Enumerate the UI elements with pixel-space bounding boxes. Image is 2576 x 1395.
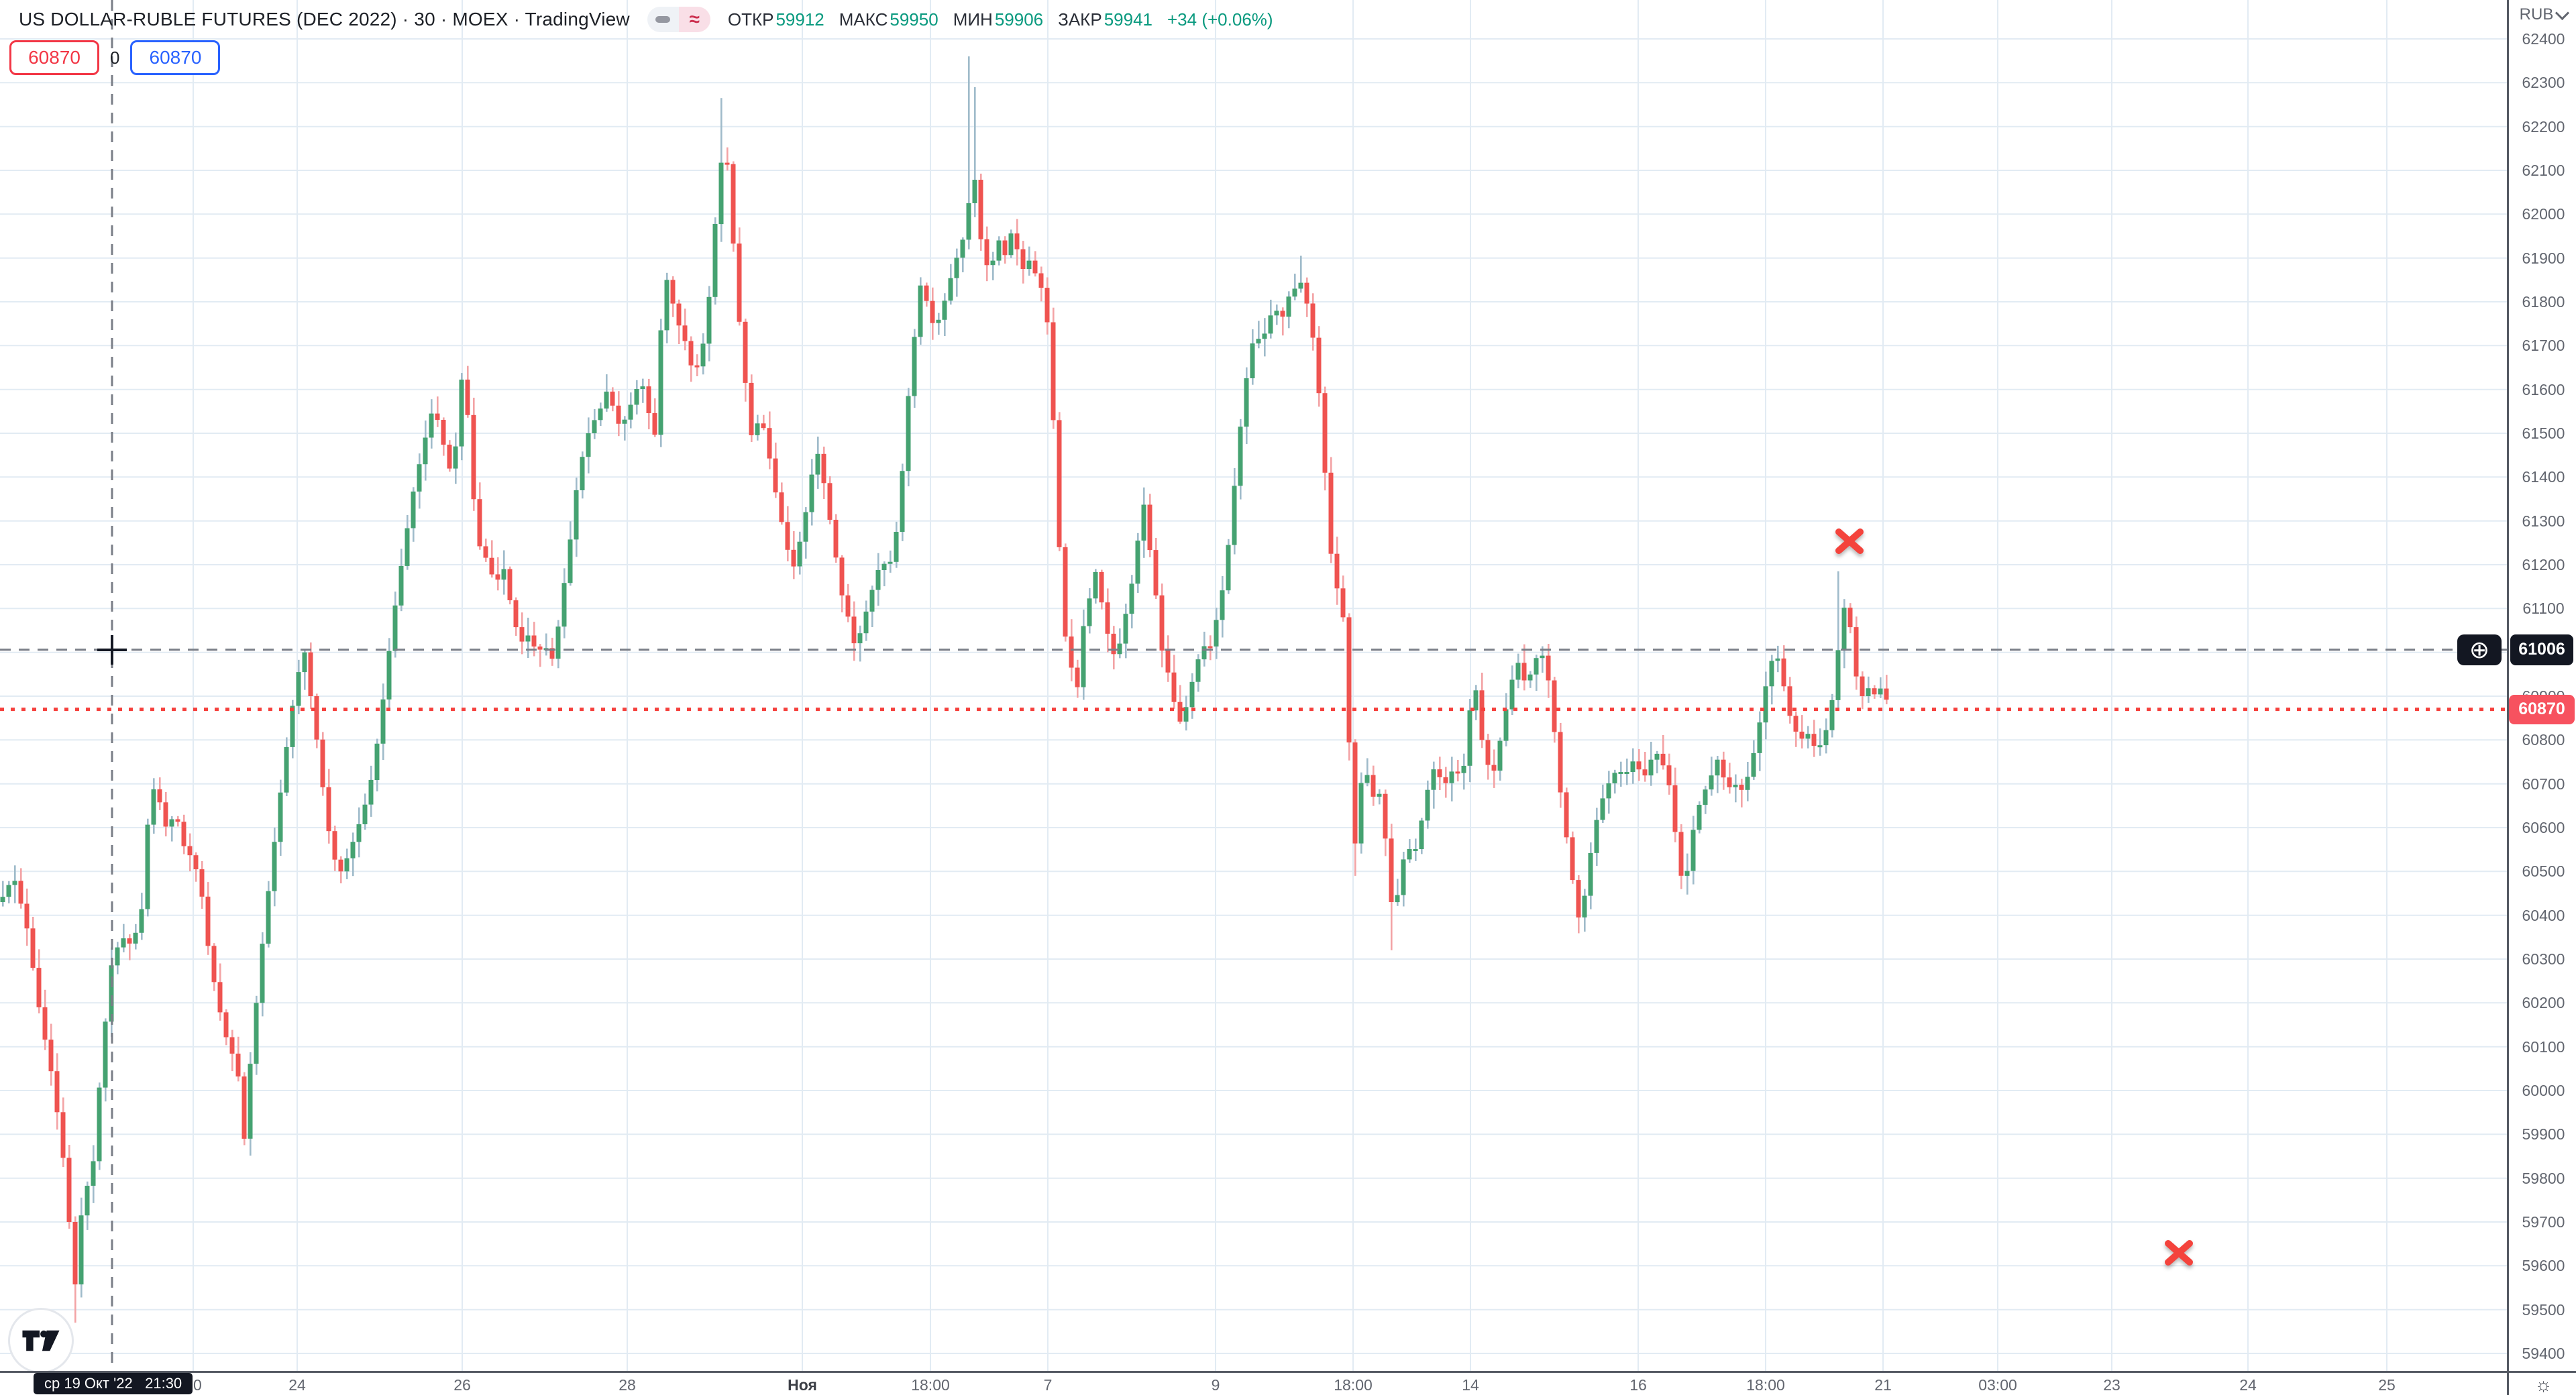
time-tick-label: 14: [1462, 1376, 1479, 1394]
ohlc-row: ОТКР 59912 МАКС 59950 МИН 59906 ЗАКР 599…: [728, 9, 1273, 30]
price-tick-label: 60100: [2522, 1038, 2565, 1056]
price-tick-label: 61300: [2522, 512, 2565, 530]
price-tick-label: 61400: [2522, 468, 2565, 486]
chart-pane[interactable]: [0, 0, 2507, 1371]
price-tick-label: 59400: [2522, 1344, 2565, 1362]
time-tick-label: Ноя: [788, 1376, 817, 1394]
crosshair-time-badge: ср 19 Окт '22 21:30: [34, 1373, 193, 1394]
price-tick-label: 61200: [2522, 555, 2565, 573]
time-tick-label: 26: [453, 1376, 471, 1394]
time-tick-label: 24: [2239, 1376, 2257, 1394]
ohlc-low: МИН 59906: [953, 9, 1044, 30]
time-tick-label: 7: [1043, 1376, 1053, 1394]
axis-settings-corner[interactable]: ☼: [2507, 1371, 2576, 1395]
last-price-badge: 60870: [2509, 694, 2575, 724]
crosshair-price-badge: 61006: [2510, 634, 2573, 665]
time-tick-label: 18:00: [1746, 1376, 1785, 1394]
time-tick-label: 24: [288, 1376, 306, 1394]
price-tick-label: 62200: [2522, 117, 2565, 135]
ohlc-close: ЗАКР 59941: [1058, 9, 1152, 30]
price-tick-label: 59500: [2522, 1300, 2565, 1319]
symbol-title[interactable]: US DOLLAR-RUBLE FUTURES (DEC 2022) · 30 …: [19, 9, 630, 30]
price-tick-label: 62100: [2522, 161, 2565, 179]
price-tick-label: 59600: [2522, 1257, 2565, 1275]
price-tick-label: 60800: [2522, 731, 2565, 749]
add-order-plus-button[interactable]: ⊕: [2457, 634, 2502, 665]
candlestick-canvas: [0, 0, 2507, 1371]
tradingview-logo-icon: [22, 1330, 60, 1351]
price-tick-label: 61500: [2522, 424, 2565, 442]
time-tick-label: 18:00: [911, 1376, 950, 1394]
price-tick-label: 60000: [2522, 1081, 2565, 1099]
currency-selector[interactable]: RUB: [2509, 5, 2576, 24]
theme-sun-icon: ☼: [2534, 1374, 2553, 1395]
price-tick-label: 61600: [2522, 380, 2565, 398]
delayed-data-icon: ≈: [678, 7, 710, 32]
price-tick-label: 59800: [2522, 1169, 2565, 1187]
data-mode-icon: [647, 7, 679, 32]
time-tick-label: 16: [1629, 1376, 1647, 1394]
price-tick-label: 61800: [2522, 292, 2565, 311]
time-tick-label: 9: [1211, 1376, 1220, 1394]
change-value: +34 (+0.06%): [1167, 9, 1273, 30]
price-tick-label: 61900: [2522, 249, 2565, 267]
time-tick-label: 18:00: [1334, 1376, 1373, 1394]
ohlc-high: МАКС 59950: [839, 9, 938, 30]
price-tick-label: 60600: [2522, 818, 2565, 836]
price-tick-label: 61100: [2522, 600, 2565, 618]
order-buttons-row: 60870 0 60870: [9, 40, 221, 75]
tradingview-logo[interactable]: [8, 1308, 74, 1371]
sell-marker-x-icon[interactable]: [2159, 1233, 2199, 1273]
sell-marker-x-icon[interactable]: [1829, 521, 1870, 561]
price-tick-label: 62400: [2522, 30, 2565, 48]
time-tick-label: 03:00: [1978, 1376, 2017, 1394]
market-status-pill[interactable]: ≈: [647, 7, 710, 32]
price-tick-label: 60200: [2522, 994, 2565, 1012]
price-tick-label: 60300: [2522, 950, 2565, 968]
price-tick-label: 60400: [2522, 906, 2565, 924]
spread-value: 0: [110, 47, 120, 68]
ohlc-open: ОТКР 59912: [727, 9, 824, 30]
price-tick-label: 62300: [2522, 74, 2565, 92]
price-tick-label: 59900: [2522, 1125, 2565, 1143]
time-tick-label: 25: [2378, 1376, 2396, 1394]
candles: [0, 56, 1889, 1323]
price-tick-label: 60700: [2522, 775, 2565, 793]
sell-button[interactable]: 60870: [9, 40, 99, 75]
time-tick-label: 28: [619, 1376, 636, 1394]
chevron-down-icon: [2555, 5, 2570, 20]
time-tick-label: 23: [2103, 1376, 2121, 1394]
price-tick-label: 62000: [2522, 205, 2565, 223]
chart-legend: US DOLLAR-RUBLE FUTURES (DEC 2022) · 30 …: [19, 7, 1273, 32]
time-axis[interactable]: 20 24 26 28 Ноя 18:00 7 9 18:00 14 16 18:00 21 03:00 2…: [0, 1371, 2507, 1395]
price-tick-label: 59700: [2522, 1213, 2565, 1231]
buy-button[interactable]: 60870: [130, 40, 221, 75]
time-tick-label: 21: [1874, 1376, 1892, 1394]
price-axis[interactable]: RUB 59400 59500 59600 59700 59800 59900 60000 6…: [2507, 0, 2576, 1371]
price-tick-label: 61700: [2522, 337, 2565, 355]
grid: [0, 0, 2507, 1371]
plus-circle-icon: ⊕: [2469, 635, 2490, 663]
price-tick-label: 60500: [2522, 862, 2565, 881]
